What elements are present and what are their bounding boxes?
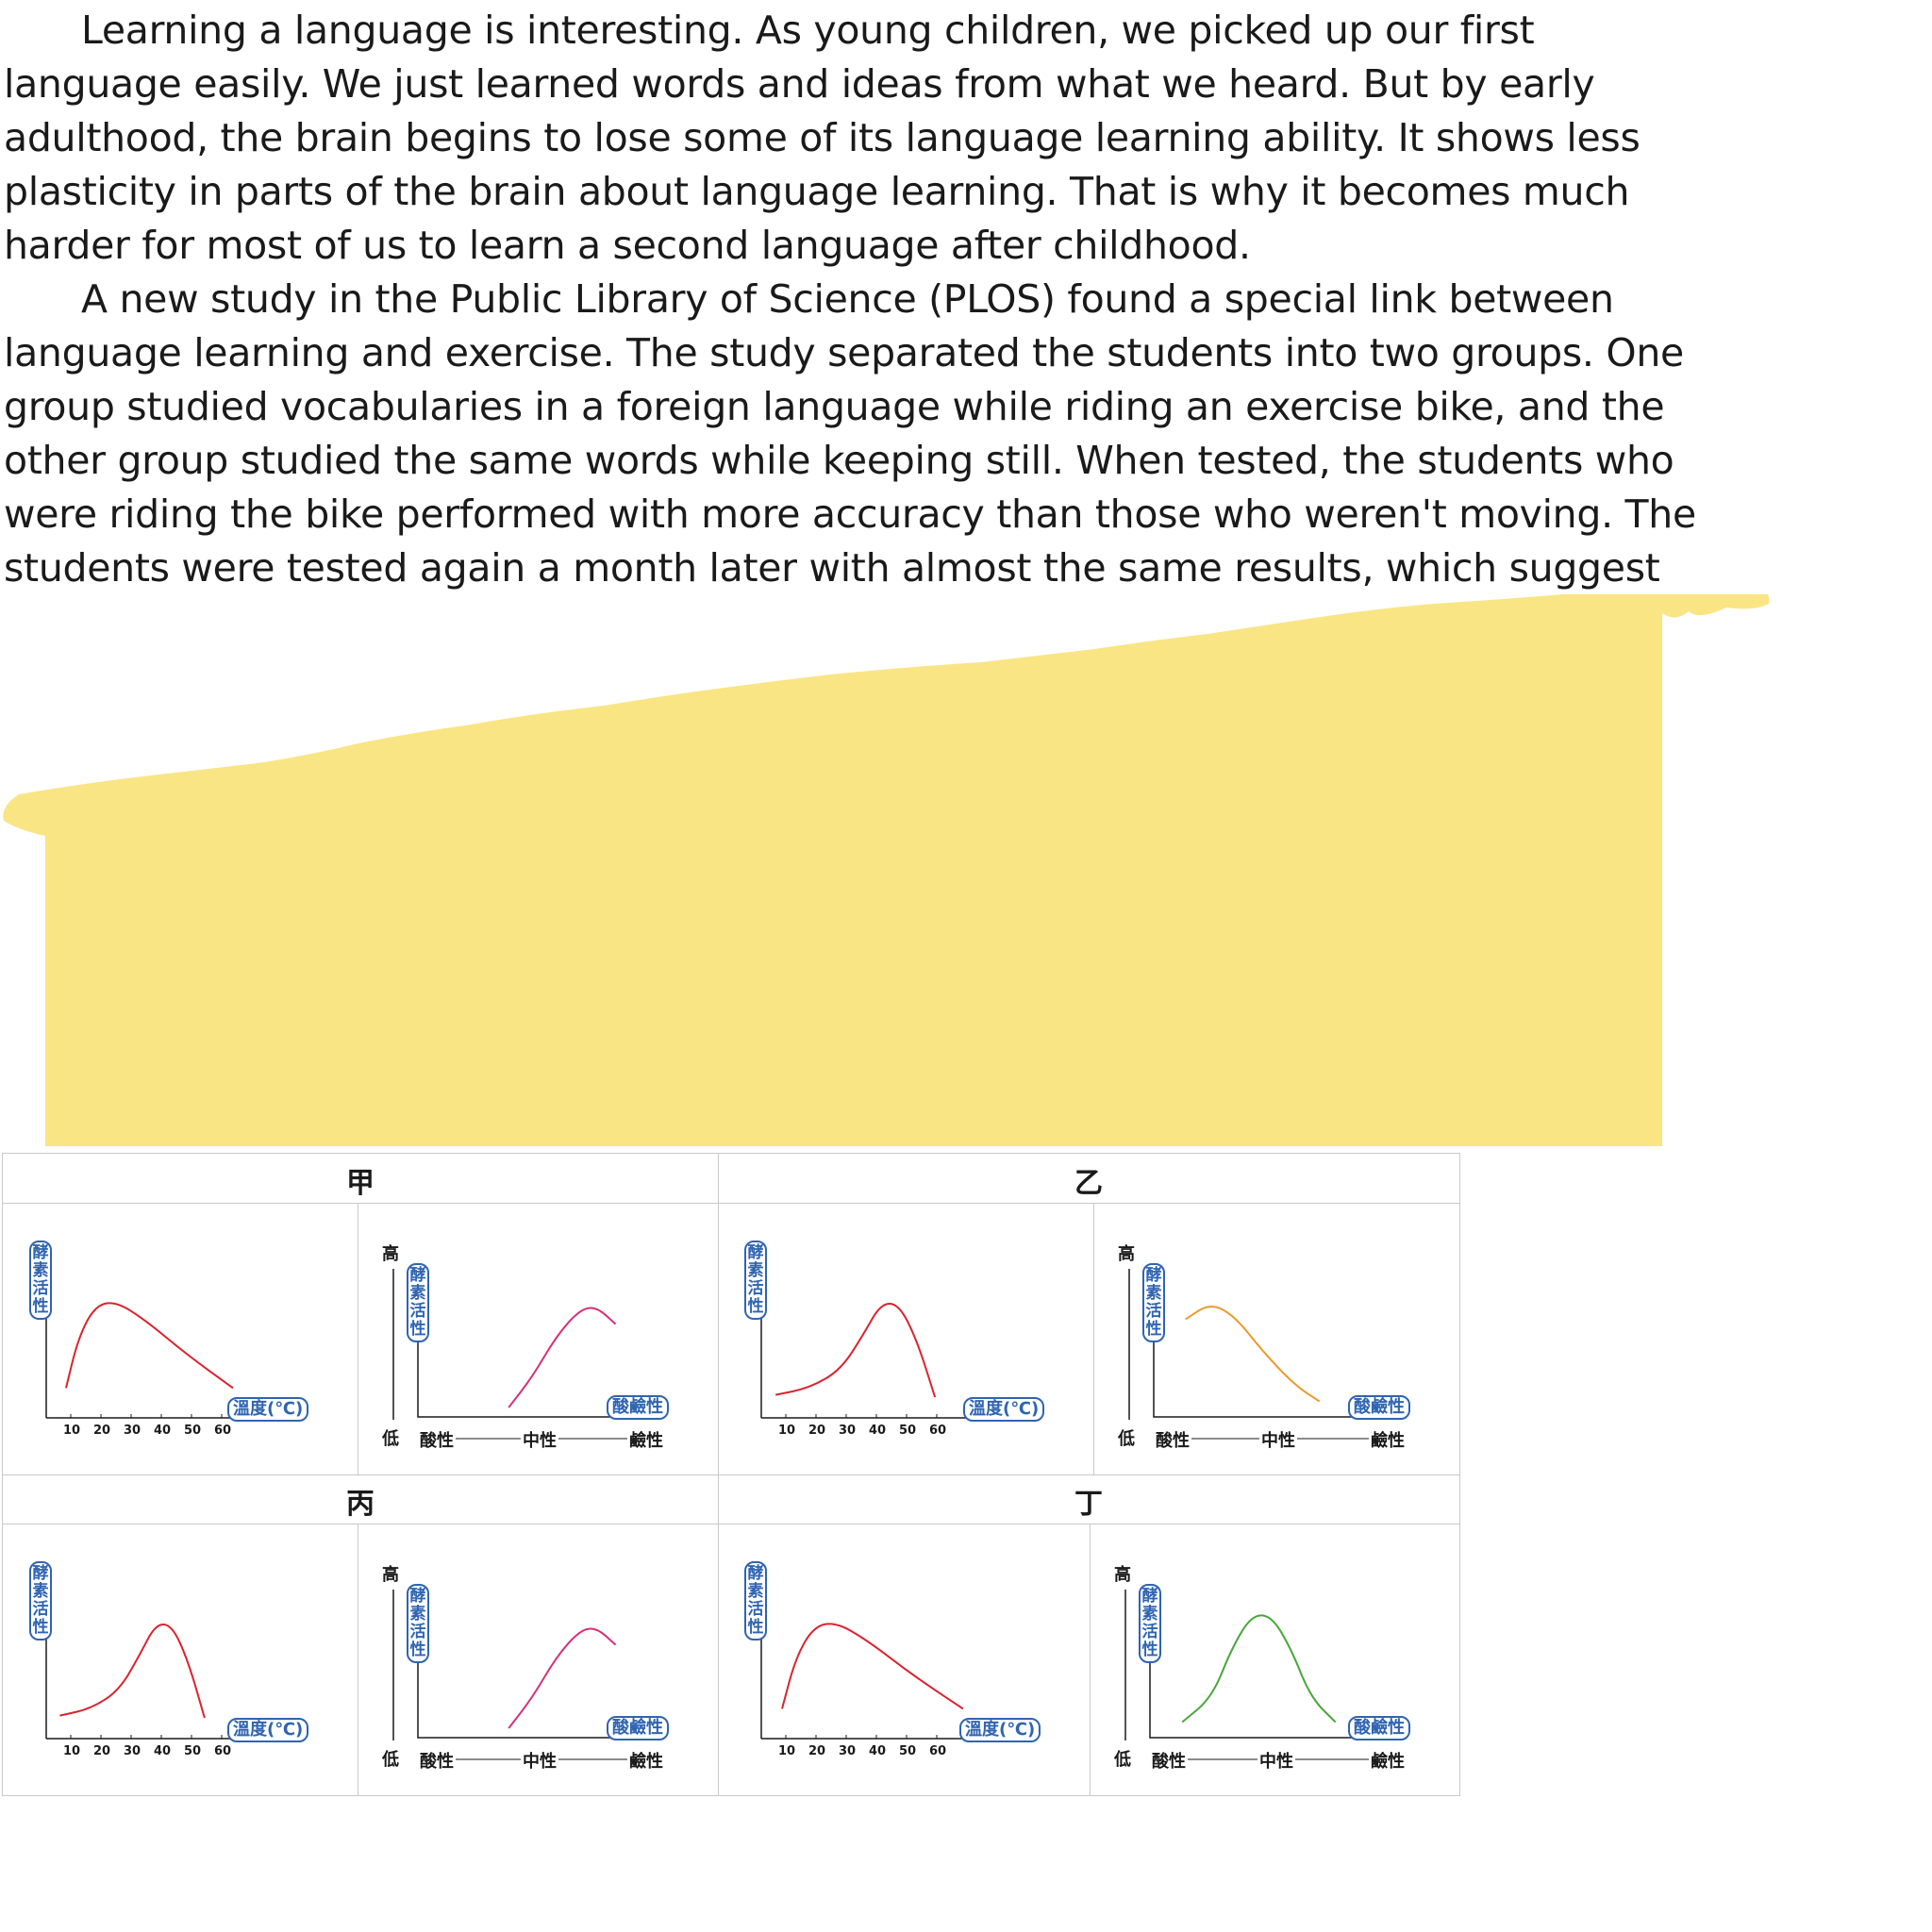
activity-curve bbox=[508, 1627, 617, 1729]
y-high-label: 高 bbox=[382, 1565, 399, 1585]
y-axis-label: 酵素活性 bbox=[744, 1241, 767, 1320]
x-axis-label: 溫度(℃) bbox=[227, 1397, 309, 1422]
base-label: 鹼性 bbox=[627, 1748, 665, 1773]
acid-label: 酸性 bbox=[1150, 1748, 1188, 1773]
x-tick-label: 40 bbox=[869, 1744, 887, 1758]
x-tick-label: 20 bbox=[808, 1424, 826, 1438]
y-axis-label: 酵素活性 bbox=[407, 1584, 429, 1663]
x-tick-label: 60 bbox=[929, 1424, 947, 1438]
y-low-label: 低 bbox=[1114, 1750, 1131, 1770]
paragraph-2: A new study in the Public Library of Sci… bbox=[4, 276, 1696, 591]
y-high-label: 高 bbox=[1118, 1244, 1135, 1264]
x-tick-label: 10 bbox=[63, 1424, 81, 1438]
x-axis-label: 酸鹼性 bbox=[1348, 1395, 1410, 1420]
y-high-label: 高 bbox=[1114, 1565, 1131, 1585]
y-high-label: 高 bbox=[382, 1244, 399, 1264]
ph-chart: 酵素活性高低 酸鹼性酸性 中性 鹼性 bbox=[1093, 1203, 1459, 1474]
grid-divider bbox=[1093, 1203, 1094, 1474]
x-tick-label: 20 bbox=[808, 1744, 826, 1758]
paragraph-1: Learning a language is interesting. As y… bbox=[4, 8, 1641, 268]
neutral-label: 中性 bbox=[521, 1748, 558, 1773]
y-axis-label: 酵素活性 bbox=[1139, 1584, 1161, 1663]
chart-svg bbox=[45, 1302, 297, 1419]
activity-curve bbox=[781, 1623, 964, 1710]
y-axis-label: 酵素活性 bbox=[29, 1561, 52, 1641]
activity-curve bbox=[508, 1307, 617, 1408]
acid-label: 酸性 bbox=[1154, 1427, 1191, 1452]
neutral-label: 中性 bbox=[1257, 1748, 1295, 1773]
x-tick-label: 60 bbox=[929, 1744, 947, 1758]
x-axis-label: 酸鹼性 bbox=[607, 1395, 669, 1420]
neutral-label: 中性 bbox=[521, 1427, 558, 1452]
x-tick-label: 50 bbox=[184, 1424, 202, 1438]
activity-curve bbox=[774, 1303, 937, 1398]
x-axis-label: 溫度(℃) bbox=[227, 1718, 309, 1742]
y-low-label: 低 bbox=[382, 1750, 399, 1770]
x-tick-label: 50 bbox=[899, 1744, 917, 1758]
x-tick-label: 40 bbox=[154, 1744, 172, 1758]
x-tick-label: 10 bbox=[63, 1744, 81, 1758]
x-tick-label: 50 bbox=[899, 1424, 917, 1438]
header-yi: 乙 bbox=[1074, 1167, 1103, 1200]
acid-label: 酸性 bbox=[418, 1427, 456, 1452]
temperature-chart: 酵素活性溫度(℃) 10 20 30 40 50 60 bbox=[3, 1203, 358, 1474]
activity-curve bbox=[64, 1302, 234, 1390]
x-tick-label: 40 bbox=[869, 1424, 887, 1438]
activity-curve bbox=[1185, 1306, 1321, 1403]
x-tick-label: 30 bbox=[839, 1424, 857, 1438]
yellow-highlight-shape bbox=[3, 594, 1770, 1146]
x-axis-label: 溫度(℃) bbox=[963, 1397, 1045, 1422]
x-axis-label: 溫度(℃) bbox=[959, 1718, 1041, 1742]
x-tick-label: 30 bbox=[839, 1744, 857, 1758]
grid-divider bbox=[3, 1203, 1459, 1204]
acid-label: 酸性 bbox=[418, 1748, 456, 1773]
x-tick-label: 50 bbox=[184, 1744, 202, 1758]
temperature-chart: 酵素活性溫度(℃) 10 20 30 40 50 60 bbox=[718, 1203, 1093, 1474]
activity-curve bbox=[1181, 1614, 1337, 1724]
x-tick-label: 60 bbox=[214, 1424, 232, 1438]
grid-divider bbox=[1090, 1524, 1091, 1795]
passage: Learning a language is interesting. As y… bbox=[4, 4, 1702, 595]
header-jia: 甲 bbox=[346, 1167, 375, 1200]
ph-chart: 酵素活性高低 酸鹼性酸性 中性 鹼性 bbox=[358, 1203, 718, 1474]
x-tick-label: 40 bbox=[154, 1424, 172, 1438]
x-tick-label: 10 bbox=[778, 1744, 796, 1758]
x-tick-label: 10 bbox=[778, 1424, 796, 1438]
y-axis-label: 酵素活性 bbox=[29, 1241, 52, 1320]
y-low-label: 低 bbox=[382, 1429, 399, 1449]
ph-chart: 酵素活性高低 酸鹼性酸性 中性 鹼性 bbox=[1090, 1524, 1459, 1795]
enzyme-activity-table: 甲 乙 丙 丁 酵素活性溫度(℃) 10 20 30 40 50 60 酵素活性高低酸鹼性 酸性… bbox=[2, 1153, 1460, 1796]
neutral-label: 中性 bbox=[1259, 1427, 1297, 1452]
activity-curve bbox=[59, 1624, 206, 1719]
x-tick-label: 20 bbox=[93, 1744, 111, 1758]
temperature-chart: 酵素活性溫度(℃) 10 20 30 40 50 60 bbox=[718, 1524, 1090, 1795]
grid-divider bbox=[3, 1474, 1459, 1475]
header-ding: 丁 bbox=[1074, 1488, 1103, 1521]
x-tick-label: 20 bbox=[93, 1424, 111, 1438]
y-axis-label: 酵素活性 bbox=[407, 1263, 429, 1342]
base-label: 鹼性 bbox=[627, 1427, 665, 1452]
y-low-label: 低 bbox=[1118, 1429, 1135, 1449]
ph-chart: 酵素活性高低 酸鹼性酸性 中性 鹼性 bbox=[358, 1524, 718, 1795]
x-axis-label: 酸鹼性 bbox=[607, 1716, 669, 1740]
x-tick-label: 30 bbox=[124, 1744, 142, 1758]
base-label: 鹼性 bbox=[1369, 1748, 1407, 1773]
y-axis-label: 酵素活性 bbox=[744, 1561, 767, 1641]
chart-svg bbox=[45, 1624, 297, 1740]
base-label: 鹼性 bbox=[1369, 1427, 1407, 1452]
header-bing: 丙 bbox=[346, 1488, 375, 1521]
x-axis-label: 酸鹼性 bbox=[1348, 1716, 1410, 1740]
x-tick-label: 60 bbox=[214, 1744, 232, 1758]
temperature-chart: 酵素活性溫度(℃) 10 20 30 40 50 60 bbox=[3, 1524, 358, 1795]
highlight-fill bbox=[3, 594, 1770, 1146]
y-axis-label: 酵素活性 bbox=[1142, 1263, 1165, 1342]
x-tick-label: 30 bbox=[124, 1424, 142, 1438]
